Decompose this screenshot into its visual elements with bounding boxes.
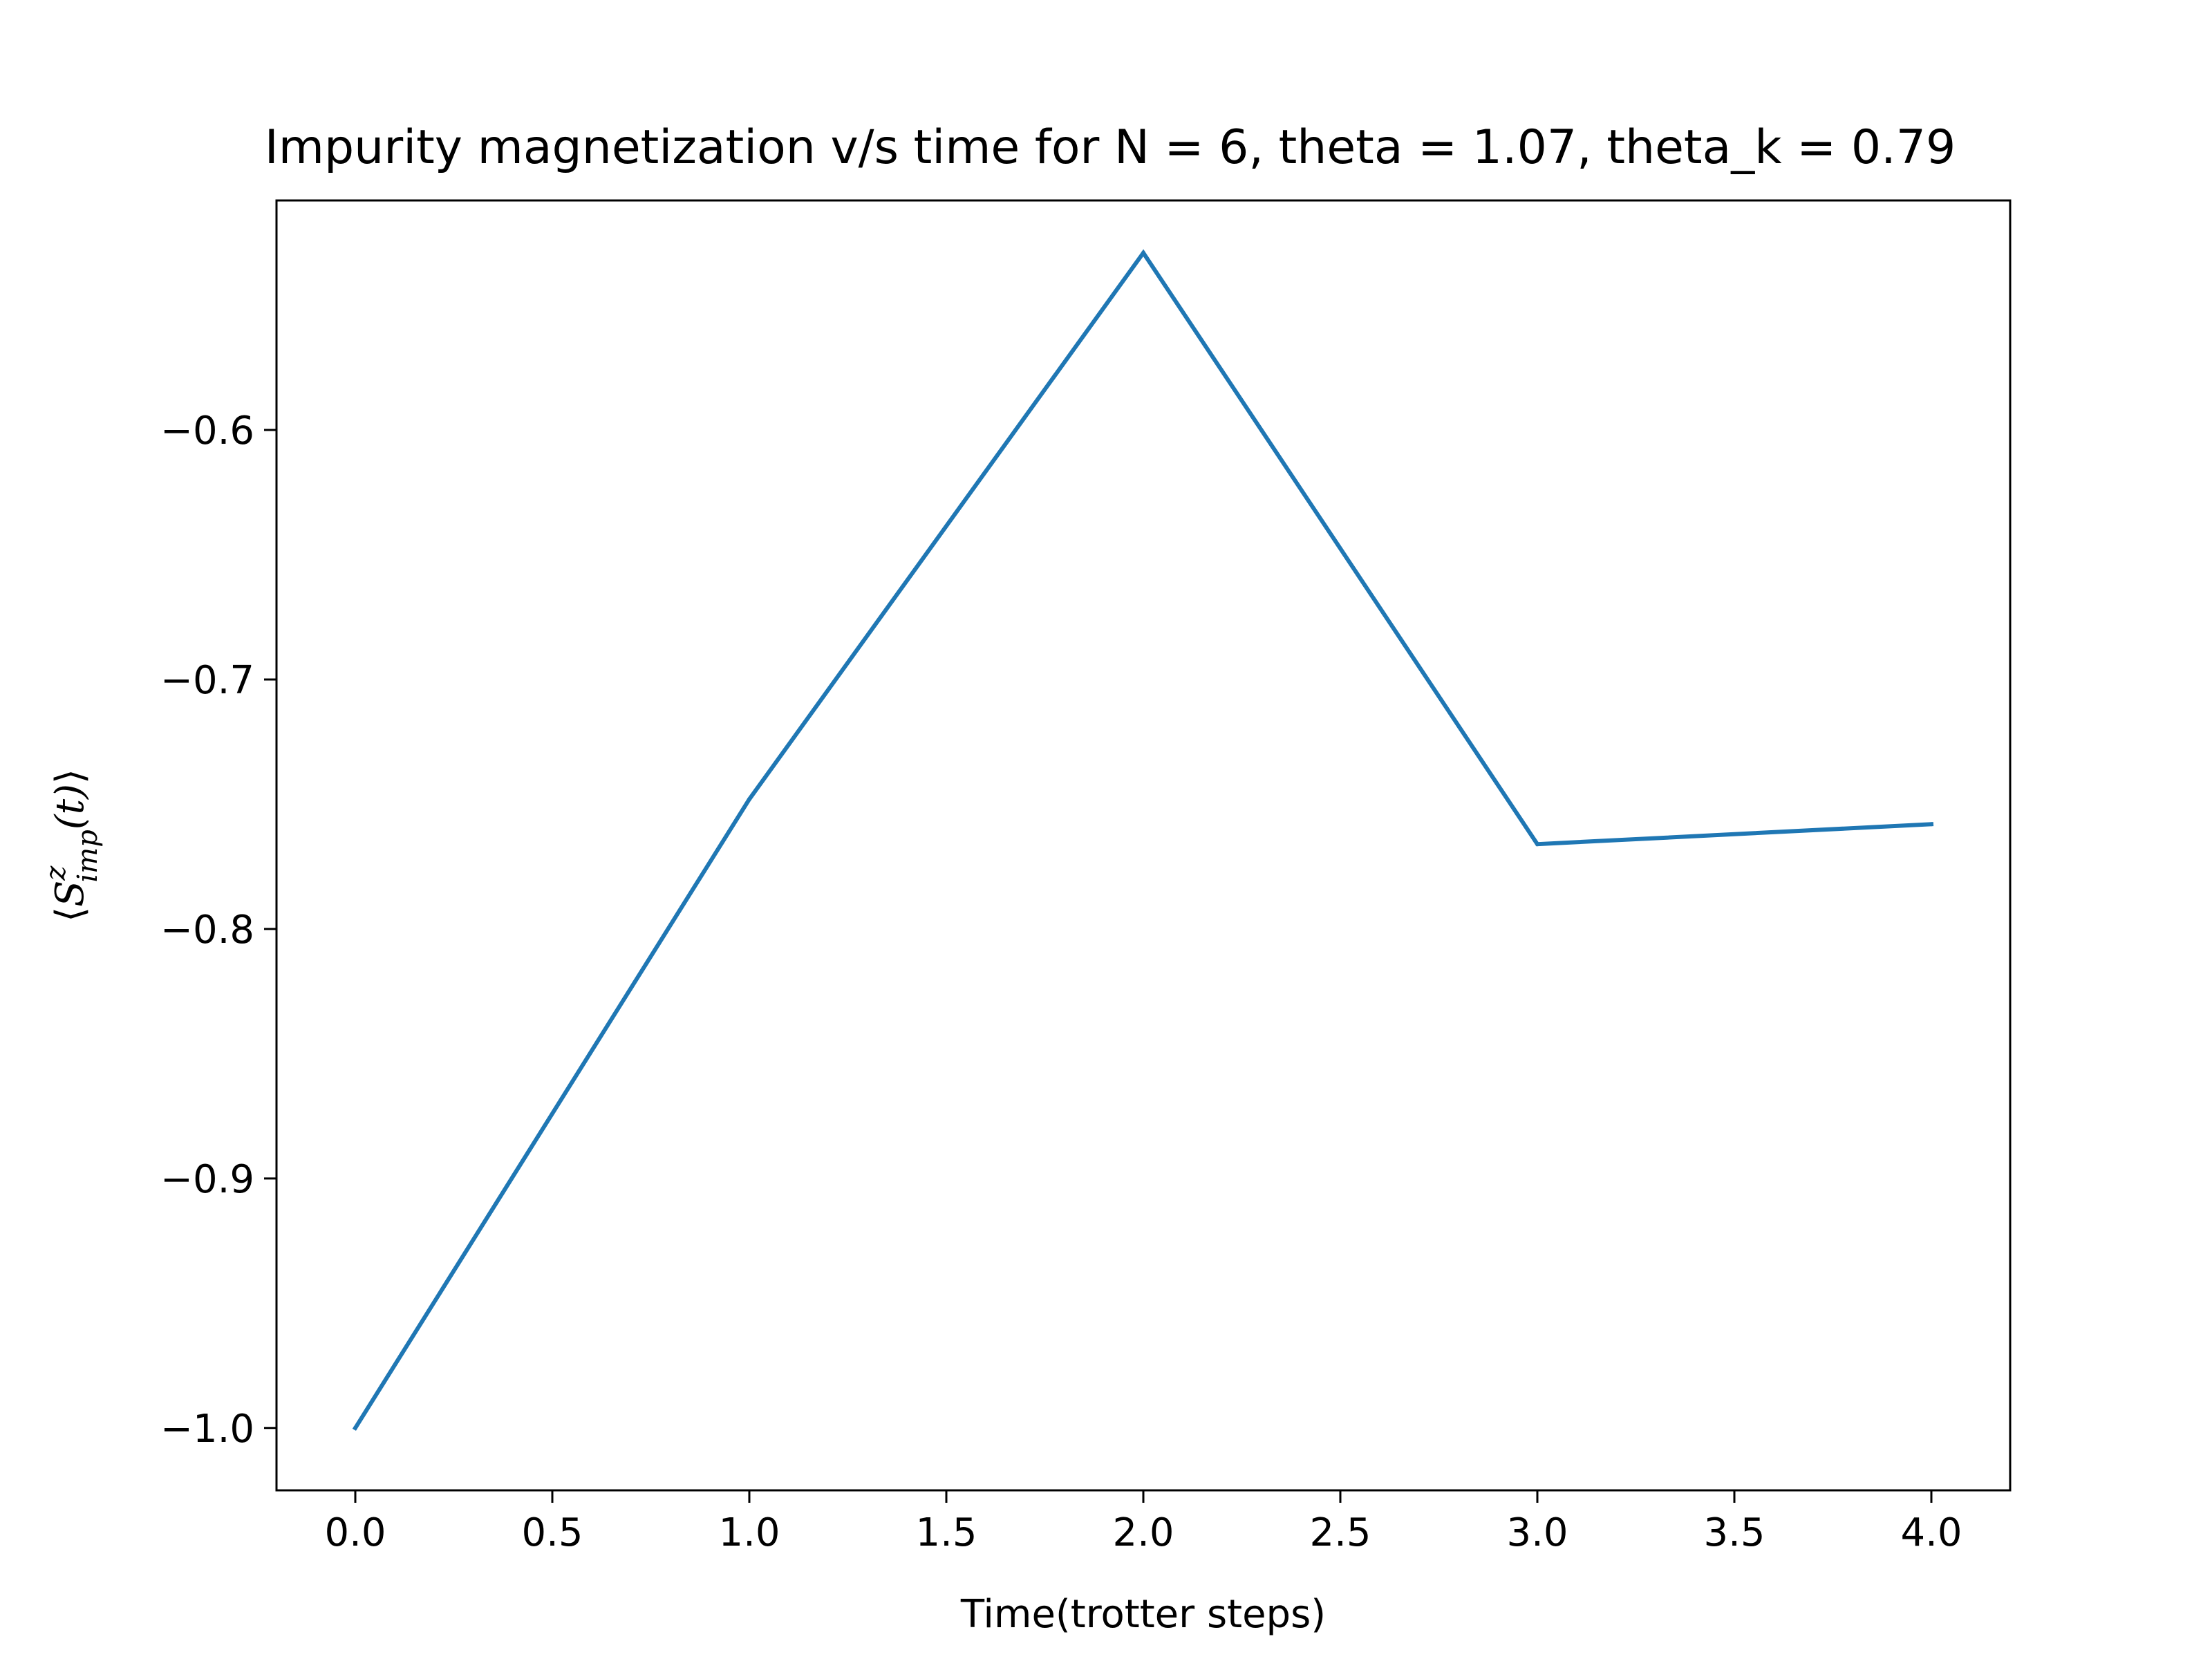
x-tick-label: 0.0	[324, 1510, 386, 1555]
data-point	[1141, 250, 1145, 255]
y-label-superscript: z	[40, 865, 72, 881]
y-tick-label: −1.0	[160, 1407, 254, 1452]
x-tick-label: 1.0	[718, 1510, 780, 1555]
y-label-base: S	[48, 881, 93, 907]
x-axis-ticks: 0.0 0.5 1.0 1.5 2.0 2.5 3.0 3.5 4.0	[324, 1490, 1962, 1555]
data-point	[747, 797, 751, 802]
x-tick-label: 3.5	[1703, 1510, 1765, 1555]
x-tick-label: 3.0	[1506, 1510, 1568, 1555]
chart-title: Impurity magnetization v/s time for N = …	[265, 120, 1956, 175]
data-point	[1535, 842, 1539, 847]
y-tick-label: −0.6	[160, 409, 254, 453]
y-tick-label: −0.7	[160, 658, 254, 703]
y-axis-ticks: −1.0 −0.9 −0.8 −0.7 −0.6	[160, 409, 276, 1452]
y-tick-label: −0.9	[160, 1157, 254, 1202]
x-tick-label: 4.0	[1900, 1510, 1962, 1555]
x-tick-label: 1.5	[915, 1510, 977, 1555]
y-axis-label: ⟨Szimp(t)⟩	[40, 769, 104, 922]
data-point	[1929, 822, 1933, 827]
x-tick-label: 2.5	[1309, 1510, 1371, 1555]
y-tick-label: −0.8	[160, 908, 254, 953]
data-point	[353, 1425, 357, 1430]
y-label-right-bracket: ⟩	[48, 769, 93, 784]
plot-area	[352, 249, 1934, 1431]
y-label-subscript: imp	[72, 830, 104, 882]
y-label-argument: (t)	[48, 784, 93, 830]
y-label-left-bracket: ⟨	[48, 907, 93, 922]
x-axis-label: Time(trotter steps)	[960, 1592, 1326, 1637]
x-tick-label: 0.5	[521, 1510, 583, 1555]
x-tick-label: 2.0	[1112, 1510, 1174, 1555]
